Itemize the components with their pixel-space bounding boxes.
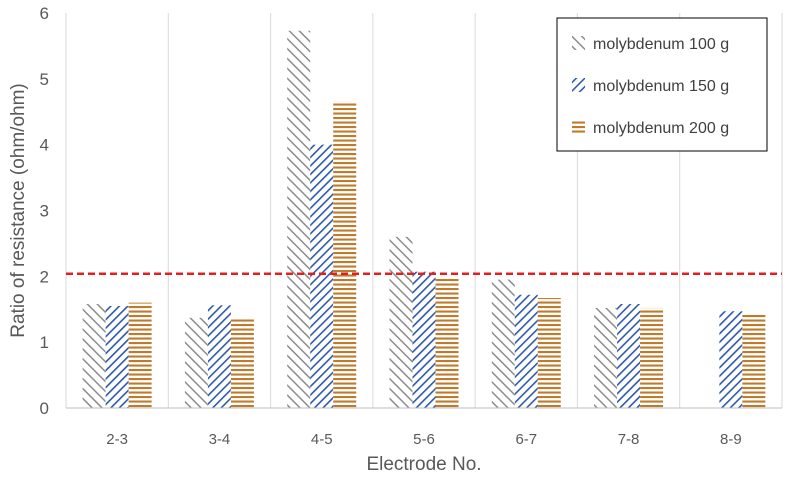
bar-2-3-series-2 [105,305,129,408]
y-tick-label: 0 [40,399,49,418]
x-tick-label: 3-4 [209,431,231,448]
x-tick-label: 7-8 [618,431,640,448]
bar-4-5-series-3 [333,101,357,408]
bar-5-6-series-2 [412,271,436,408]
x-tick-label: 8-9 [720,431,742,448]
bar-3-4-series-1 [184,317,208,408]
x-tick-label: 2-3 [106,431,128,448]
legend: molybdenum 100 g molybdenum 150 g molybden… [556,17,768,152]
bar-4-5-series-2 [310,144,334,408]
legend-label: molybdenum 150 g [593,78,729,95]
bar-3-4-series-3 [230,318,254,408]
y-axis-title: Ratio of resistance (ohm/ohm) [8,83,29,338]
bar-2-3-series-3 [128,302,152,408]
legend-box [556,17,768,152]
x-tick-label: 6-7 [515,431,537,448]
bar-7-8-series-1 [594,307,618,408]
legend-swatch [572,36,585,50]
x-axis-title: Electrode No. [366,454,481,475]
legend-label: molybdenum 200 g [593,120,729,137]
y-tick-label: 2 [40,267,49,286]
bar-8-9-series-2 [719,311,743,408]
bar-3-4-series-2 [207,305,231,408]
y-tick-label: 5 [40,70,49,89]
bar-5-6-series-3 [435,276,459,408]
bar-7-8-series-2 [617,303,641,408]
legend-swatch [572,78,585,92]
bar-6-7-series-3 [537,298,561,408]
bar-8-9-series-3 [742,314,766,408]
axes: 0 1 2 3 4 5 6 2-3 3-4 4-5 5-6 6-7 7-8 8-9 Electrode No… [8,4,782,475]
y-tick-label: 1 [40,333,49,352]
x-tick-label: 4-5 [311,431,333,448]
bar-4-5-series-1 [287,30,311,409]
bar-2-3-series-1 [82,303,106,408]
bar-6-7-series-2 [514,294,538,408]
x-tick-label: 5-6 [413,431,435,448]
y-tick-label: 6 [40,4,49,23]
y-tick-label: 4 [40,136,49,155]
bar-7-8-series-3 [640,307,664,408]
legend-swatch [572,120,585,134]
bars [82,30,766,409]
legend-label: molybdenum 100 g [593,36,729,53]
bar-6-7-series-1 [491,279,515,408]
bar-5-6-series-1 [389,236,413,408]
y-tick-label: 3 [40,202,49,221]
